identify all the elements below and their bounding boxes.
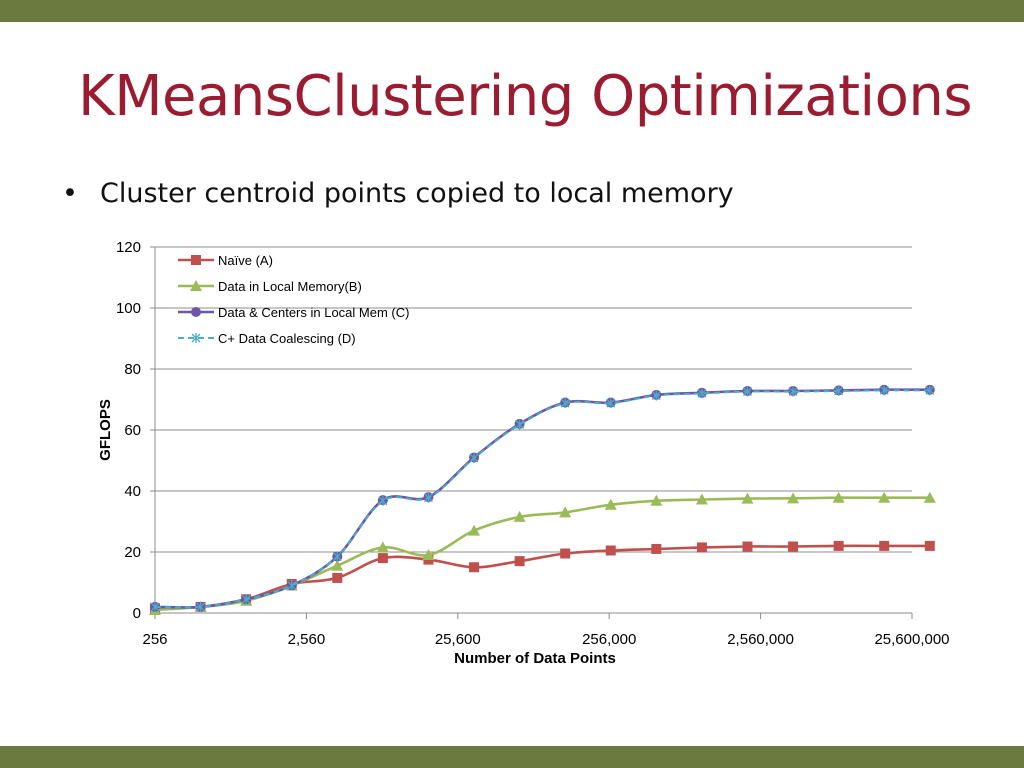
series-4 <box>150 385 935 612</box>
data-point <box>651 543 662 554</box>
data-point <box>287 580 297 591</box>
legend-item-2: Data in Local Memory(B) <box>178 279 362 294</box>
y-tick-label: 0 <box>133 605 141 622</box>
data-point <box>560 398 570 409</box>
data-point <box>469 453 479 464</box>
y-tick-label: 40 <box>124 483 141 500</box>
data-point <box>469 562 480 573</box>
data-point <box>331 559 344 571</box>
chart-axes: 0 20 40 60 80 100 120 256 2,560 25,600 256,000 2,56… <box>116 239 950 648</box>
y-tick-label: 100 <box>116 300 141 317</box>
data-point <box>833 540 844 551</box>
data-point <box>697 388 707 399</box>
data-point <box>606 398 616 409</box>
series-line <box>154 544 930 610</box>
data-point <box>741 492 754 504</box>
y-tick-label: 60 <box>124 422 141 439</box>
data-point <box>422 549 435 561</box>
data-point <box>423 492 433 503</box>
legend-item-3: Data & Centers in Local Mem (C) <box>178 305 409 320</box>
data-point <box>742 541 753 552</box>
data-point <box>650 494 663 506</box>
data-point <box>332 572 343 583</box>
y-tick-label: 20 <box>124 544 141 561</box>
data-point <box>376 541 389 553</box>
top-accent-bar <box>0 0 1024 22</box>
y-axis-title: GFLOPS <box>97 399 114 461</box>
data-point <box>788 541 799 552</box>
data-point <box>332 551 342 562</box>
y-tick-label: 80 <box>124 361 141 378</box>
data-point <box>879 385 889 396</box>
slide-title: KMeansClustering Optimizations <box>78 64 973 129</box>
data-point <box>923 491 936 503</box>
data-point <box>787 492 800 504</box>
x-tick-label: 2,560 <box>288 631 326 648</box>
x-tick-label: 256 <box>142 631 167 648</box>
data-point <box>604 498 617 510</box>
data-point <box>788 386 798 397</box>
data-point <box>513 510 526 522</box>
data-point <box>878 491 891 503</box>
data-point <box>560 548 571 559</box>
legend-label: Data in Local Memory(B) <box>218 279 362 294</box>
chart-series <box>149 384 936 615</box>
legend-label: C+ Data Coalescing (D) <box>218 331 356 346</box>
data-point <box>377 553 388 564</box>
data-point <box>832 491 845 503</box>
bullet-dot-icon: • <box>62 178 78 209</box>
series-line <box>154 389 930 609</box>
data-point <box>241 594 251 605</box>
data-point <box>834 385 844 396</box>
legend-label: Data & Centers in Local Mem (C) <box>218 305 409 320</box>
legend-item-4: C+ Data Coalescing (D) <box>178 331 356 346</box>
data-point <box>468 524 481 536</box>
data-point <box>605 545 616 556</box>
legend-marker <box>191 333 201 343</box>
bullet-item: • Cluster centroid points copied to local… <box>62 176 734 212</box>
legend-item-1: Naïve (A) <box>178 253 273 268</box>
y-tick-label: 120 <box>116 239 141 256</box>
data-point <box>925 385 935 396</box>
bullet-text: Cluster centroid points copied to local … <box>100 178 734 209</box>
x-tick-label: 25,600,000 <box>874 631 949 648</box>
legend-marker <box>191 307 201 317</box>
legend-marker <box>190 280 202 291</box>
data-point <box>651 390 661 401</box>
data-point <box>696 542 707 553</box>
data-point <box>695 493 708 505</box>
data-point <box>515 419 525 430</box>
legend-marker <box>191 255 201 265</box>
data-point <box>924 540 935 551</box>
data-point <box>743 386 752 397</box>
legend-label: Naïve (A) <box>218 253 273 268</box>
data-point <box>514 556 525 567</box>
series-2 <box>149 491 936 615</box>
data-point <box>879 540 890 551</box>
x-tick-label: 25,600 <box>435 631 481 648</box>
data-point <box>150 601 160 612</box>
x-axis-title: Number of Data Points <box>454 650 616 667</box>
data-point <box>559 506 572 518</box>
x-tick-label: 2,560,000 <box>727 631 794 648</box>
data-point <box>378 495 388 506</box>
data-point <box>196 601 206 612</box>
bottom-accent-bar <box>0 746 1024 768</box>
chart-legend: Naïve (A) Data in Local Memory(B) Data & C… <box>178 253 409 346</box>
x-tick-label: 256,000 <box>582 631 636 648</box>
chart-gridlines <box>155 246 912 553</box>
